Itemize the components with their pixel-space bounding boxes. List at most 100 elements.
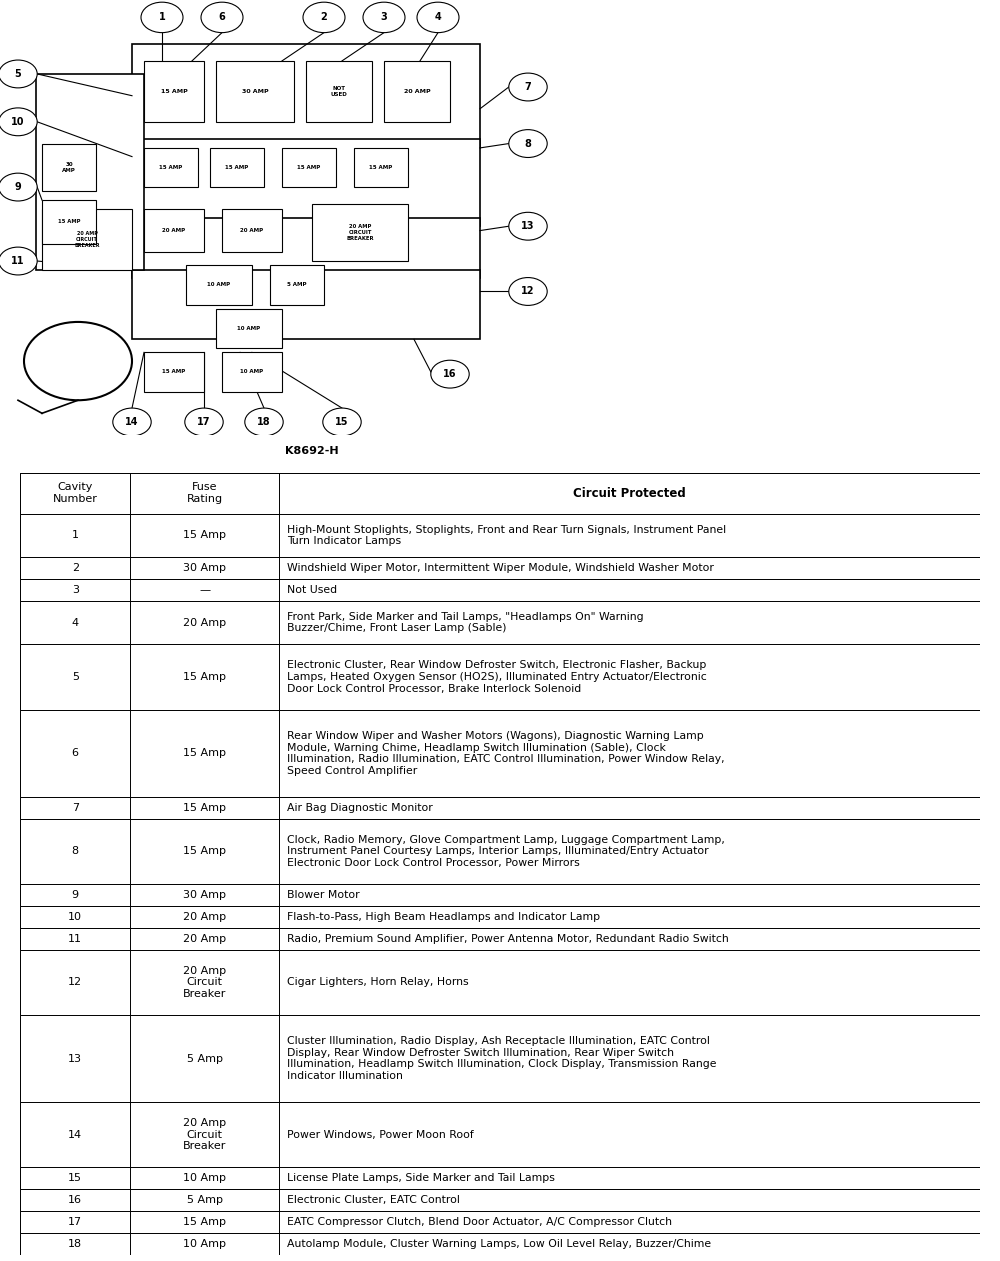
Bar bbox=[20, 644, 980, 710]
Bar bbox=[186, 265, 252, 304]
Circle shape bbox=[0, 247, 37, 275]
Bar bbox=[306, 61, 372, 122]
Text: 5 AMP: 5 AMP bbox=[287, 282, 307, 288]
Text: Electronic Cluster, EATC Control: Electronic Cluster, EATC Control bbox=[287, 1195, 460, 1206]
Text: 20 Amp: 20 Amp bbox=[183, 933, 226, 943]
Text: 2: 2 bbox=[321, 13, 327, 23]
Text: 16: 16 bbox=[443, 369, 457, 380]
Text: 15: 15 bbox=[335, 417, 349, 427]
Text: 5 Amp: 5 Amp bbox=[187, 1053, 223, 1063]
Bar bbox=[144, 352, 204, 391]
Text: Cavity
Number: Cavity Number bbox=[53, 483, 98, 504]
Text: Circuit Protected: Circuit Protected bbox=[573, 487, 686, 499]
Bar bbox=[210, 148, 264, 187]
Text: Cluster Illumination, Radio Display, Ash Receptacle Illumination, EATC Control
D: Cluster Illumination, Radio Display, Ash… bbox=[287, 1037, 716, 1081]
Bar bbox=[384, 61, 450, 122]
Text: 15 Amp: 15 Amp bbox=[183, 748, 226, 758]
Bar bbox=[20, 1189, 980, 1211]
Bar bbox=[20, 579, 980, 600]
Text: 5: 5 bbox=[72, 672, 79, 682]
Text: 10 AMP: 10 AMP bbox=[237, 325, 261, 330]
Text: 14: 14 bbox=[125, 417, 139, 427]
Circle shape bbox=[323, 409, 361, 436]
Text: NOT
USED: NOT USED bbox=[331, 86, 347, 97]
Text: 13: 13 bbox=[68, 1053, 82, 1063]
Text: Autolamp Module, Cluster Warning Lamps, Low Oil Level Relay, Buzzer/Chime: Autolamp Module, Cluster Warning Lamps, … bbox=[287, 1238, 711, 1248]
Text: 20 Amp: 20 Amp bbox=[183, 618, 226, 628]
Circle shape bbox=[0, 173, 37, 200]
Text: 2: 2 bbox=[72, 562, 79, 572]
Text: 20 AMP: 20 AMP bbox=[240, 228, 264, 233]
Circle shape bbox=[0, 108, 37, 136]
Text: 20 AMP
CIRCUIT
BREAKER: 20 AMP CIRCUIT BREAKER bbox=[346, 224, 374, 241]
Bar bbox=[42, 209, 132, 270]
Text: 10 Amp: 10 Amp bbox=[183, 1174, 226, 1183]
Text: 15 Amp: 15 Amp bbox=[183, 803, 226, 813]
Bar bbox=[132, 270, 480, 339]
Text: 10: 10 bbox=[11, 117, 25, 127]
Text: 18: 18 bbox=[257, 417, 271, 427]
Circle shape bbox=[185, 409, 223, 436]
Text: 30
AMP: 30 AMP bbox=[62, 163, 76, 173]
Bar bbox=[20, 557, 980, 579]
Text: 15 AMP: 15 AMP bbox=[58, 219, 80, 224]
Circle shape bbox=[509, 130, 547, 158]
Text: 15 AMP: 15 AMP bbox=[225, 165, 249, 170]
Bar bbox=[132, 217, 480, 279]
Text: 1: 1 bbox=[72, 531, 79, 540]
Text: 3: 3 bbox=[72, 585, 79, 595]
Circle shape bbox=[201, 3, 243, 33]
Text: —: — bbox=[199, 585, 210, 595]
Text: 17: 17 bbox=[68, 1217, 82, 1227]
Bar bbox=[20, 884, 980, 905]
Text: Rear Window Wiper and Washer Motors (Wagons), Diagnostic Warning Lamp
Module, Wa: Rear Window Wiper and Washer Motors (Wag… bbox=[287, 731, 725, 776]
Bar bbox=[222, 352, 282, 391]
Text: 15 Amp: 15 Amp bbox=[183, 846, 226, 856]
Text: 10 Amp: 10 Amp bbox=[183, 1238, 226, 1248]
Circle shape bbox=[509, 73, 547, 101]
Text: 15 AMP: 15 AMP bbox=[162, 369, 186, 375]
Circle shape bbox=[0, 61, 37, 88]
Text: 30 AMP: 30 AMP bbox=[242, 88, 268, 93]
Bar bbox=[354, 148, 408, 187]
Text: Blower Motor: Blower Motor bbox=[287, 890, 360, 900]
Bar bbox=[132, 43, 480, 148]
Text: Windshield Wiper Motor, Intermittent Wiper Module, Windshield Washer Motor: Windshield Wiper Motor, Intermittent Wip… bbox=[287, 562, 714, 572]
Text: 7: 7 bbox=[72, 803, 79, 813]
Text: 30 Amp: 30 Amp bbox=[183, 562, 226, 572]
Text: 11: 11 bbox=[11, 256, 25, 266]
Circle shape bbox=[113, 409, 151, 436]
Text: 11: 11 bbox=[68, 933, 82, 943]
Text: 6: 6 bbox=[219, 13, 225, 23]
Bar bbox=[20, 818, 980, 884]
Text: Clock, Radio Memory, Glove Compartment Lamp, Luggage Compartment Lamp,
Instrumen: Clock, Radio Memory, Glove Compartment L… bbox=[287, 835, 725, 868]
Bar bbox=[312, 204, 408, 261]
Text: 4: 4 bbox=[435, 13, 441, 23]
Text: 15 Amp: 15 Amp bbox=[183, 1217, 226, 1227]
Text: 15 Amp: 15 Amp bbox=[183, 531, 226, 540]
Bar bbox=[20, 1015, 980, 1102]
Circle shape bbox=[24, 322, 132, 400]
Text: 20 AMP: 20 AMP bbox=[404, 88, 430, 93]
Text: Power Windows, Power Moon Roof: Power Windows, Power Moon Roof bbox=[287, 1130, 474, 1140]
Text: Flash-to-Pass, High Beam Headlamps and Indicator Lamp: Flash-to-Pass, High Beam Headlamps and I… bbox=[287, 912, 600, 922]
Text: High-Mount Stoplights, Stoplights, Front and Rear Turn Signals, Instrument Panel: High-Mount Stoplights, Stoplights, Front… bbox=[287, 525, 726, 546]
Bar bbox=[144, 148, 198, 187]
Text: 1: 1 bbox=[159, 13, 165, 23]
Bar bbox=[132, 139, 480, 226]
Text: 20 AMP
CIRCUIT
BREAKER: 20 AMP CIRCUIT BREAKER bbox=[74, 231, 100, 247]
Text: 20 Amp
Circuit
Breaker: 20 Amp Circuit Breaker bbox=[183, 1119, 226, 1151]
Bar bbox=[216, 61, 294, 122]
Bar bbox=[20, 797, 980, 818]
Text: 9: 9 bbox=[15, 182, 21, 192]
Text: K8692-H: K8692-H bbox=[285, 446, 339, 455]
Bar bbox=[20, 1102, 980, 1168]
Bar bbox=[42, 200, 96, 243]
Text: 9: 9 bbox=[72, 890, 79, 900]
Circle shape bbox=[509, 212, 547, 240]
Circle shape bbox=[363, 3, 405, 33]
Bar bbox=[20, 710, 980, 797]
Text: 15 AMP: 15 AMP bbox=[369, 165, 393, 170]
Bar bbox=[20, 1211, 980, 1233]
Text: 15 AMP: 15 AMP bbox=[297, 165, 321, 170]
